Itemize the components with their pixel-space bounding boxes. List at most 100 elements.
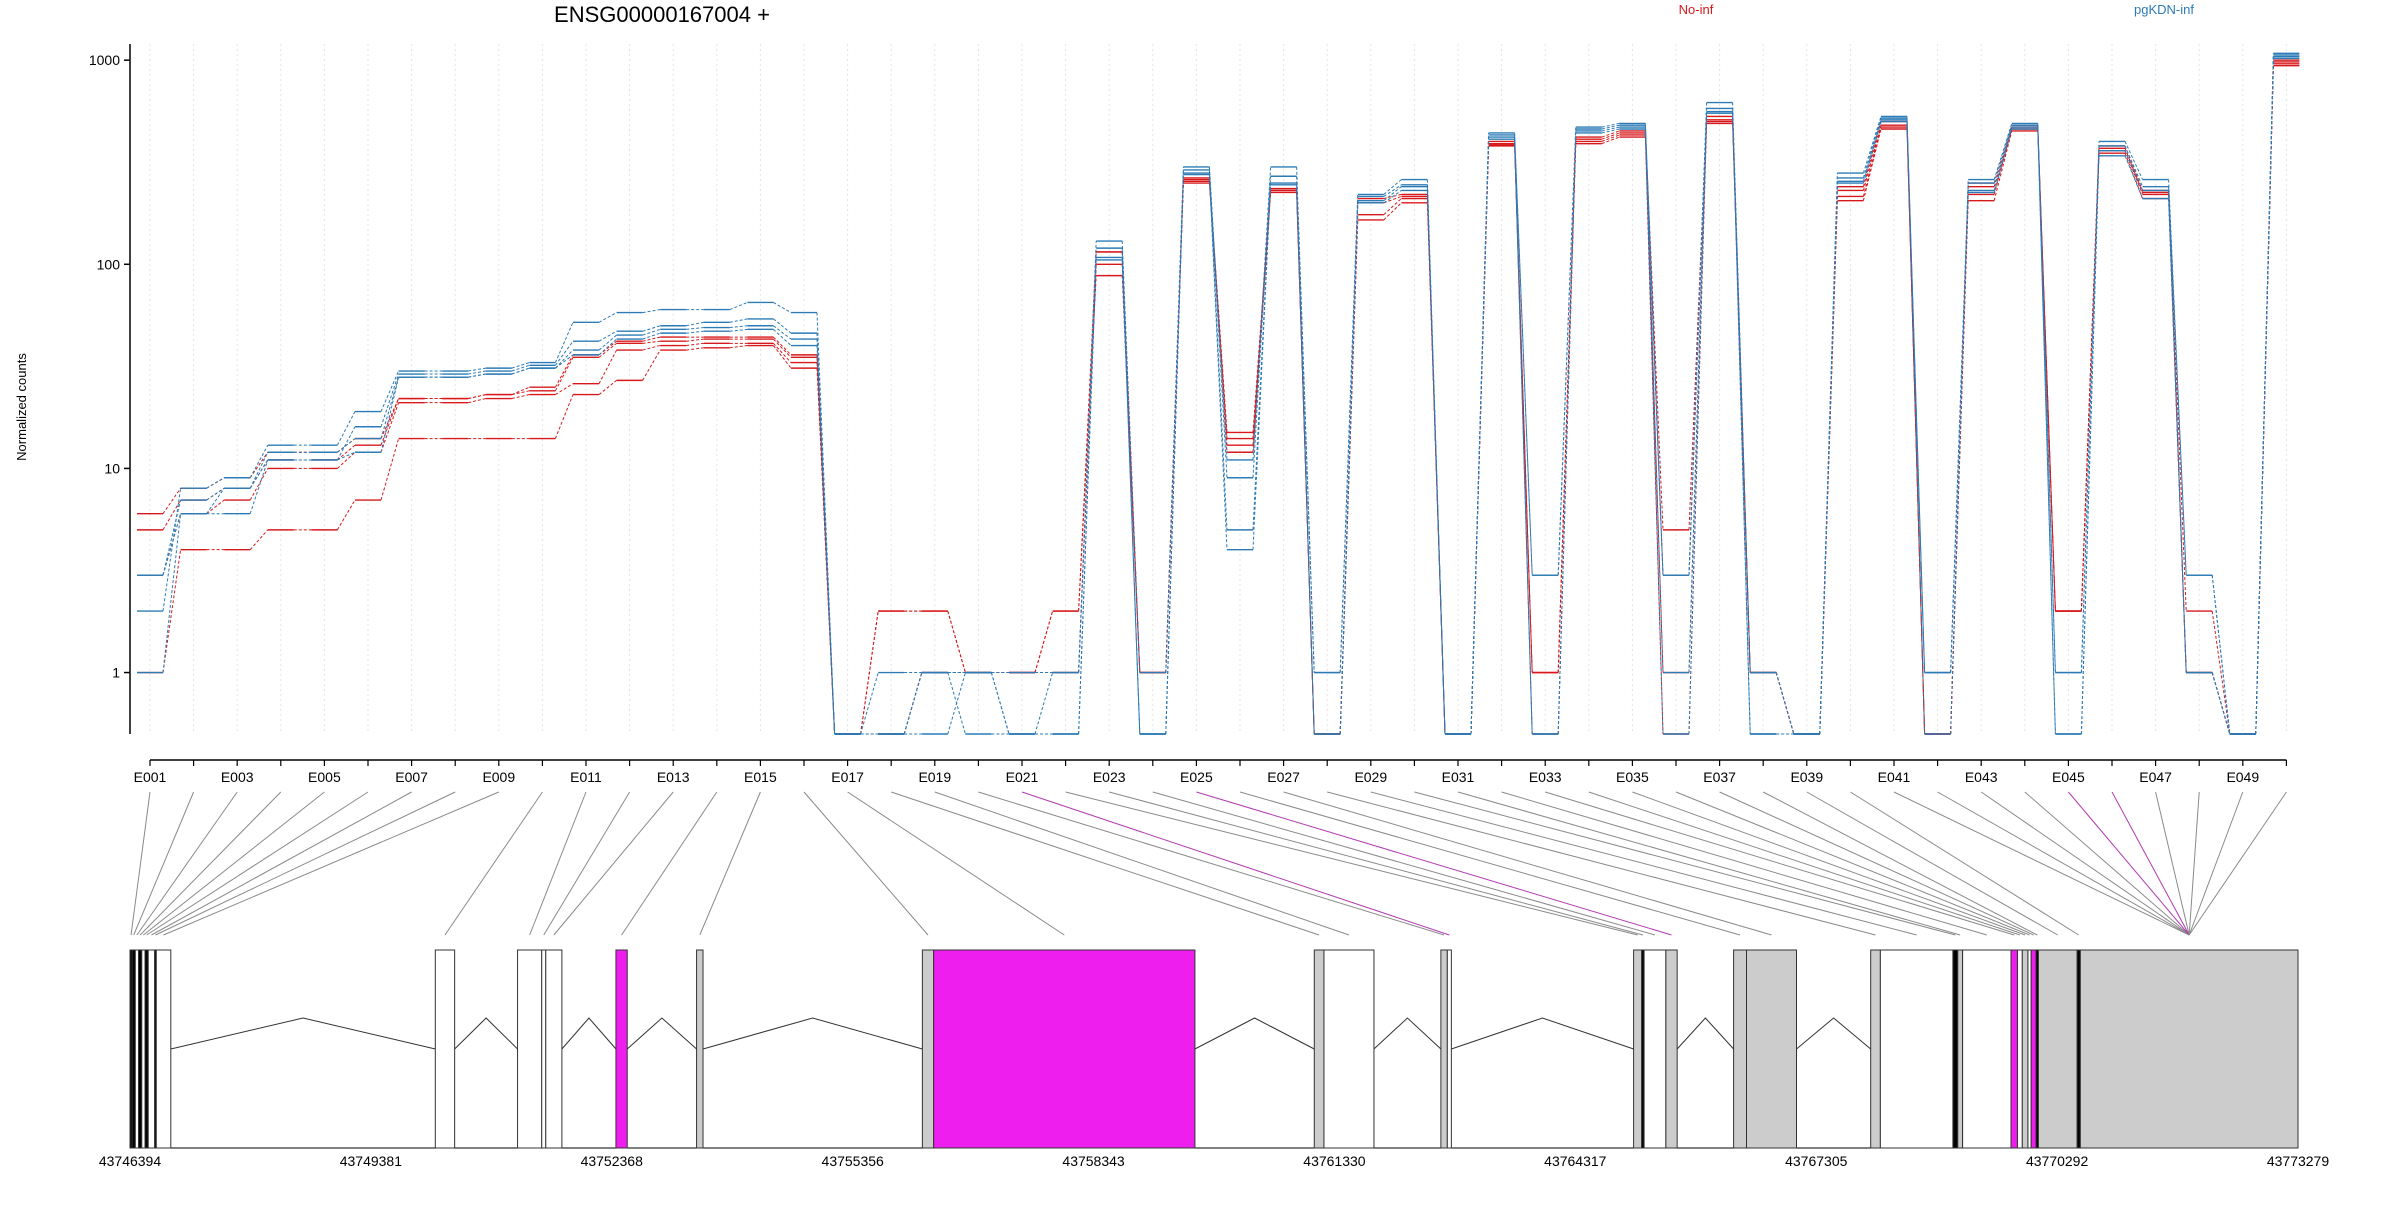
genomic-tick-label: 43770292 (2026, 1153, 2089, 1169)
x-tick-label: E017 (831, 769, 864, 785)
exon-connector (934, 791, 1350, 936)
legend-entry-no-inf: No-inf (1679, 2, 1714, 17)
exon-connector (133, 791, 195, 936)
series-0 (137, 59, 2300, 735)
exon-box-e020 (1440, 949, 1448, 1149)
exon-connector (1893, 791, 2190, 936)
exon-connector (1719, 791, 2034, 936)
genomic-tick-label: 43761330 (1303, 1153, 1366, 1169)
series-connector (162, 63, 2274, 735)
exon-connector (621, 791, 718, 936)
genomic-tick-label: 43749381 (340, 1153, 403, 1169)
series-connector (162, 53, 2274, 735)
x-tick-label: E007 (395, 769, 428, 785)
x-tick-label: E023 (1093, 769, 1126, 785)
exon-connector (1980, 791, 2190, 936)
x-tick-label: E001 (134, 769, 167, 785)
exon-connector (1065, 791, 1638, 936)
exon-connector (1632, 791, 2026, 936)
y-tick-label: 10 (104, 460, 120, 476)
y-tick-label: 1 (112, 665, 120, 681)
exon-connector (1196, 791, 1672, 936)
exon-connector (1109, 791, 1644, 936)
intron-line (1676, 1017, 1734, 1050)
exon-box-e034 (2016, 949, 2023, 1149)
genomic-tick-label: 43746394 (99, 1153, 162, 1169)
exon-box-e009 (155, 949, 172, 1149)
intron-line (1373, 1017, 1442, 1050)
genomic-tick-label: 43764317 (1544, 1153, 1607, 1169)
series-connector (162, 60, 2274, 735)
genomic-tick-label: 43758343 (1062, 1153, 1125, 1169)
exon-box-e021 (1446, 949, 1452, 1149)
exon-connector (553, 791, 674, 936)
exon-connector (1457, 791, 1961, 936)
x-tick-label: E029 (1354, 769, 1387, 785)
genomic-tick-label: 43773279 (2267, 1153, 2330, 1169)
exon-box-e041 (2079, 949, 2299, 1149)
exon-connector (1675, 791, 2030, 936)
x-tick-label: E013 (657, 769, 690, 785)
exon-connector (2188, 791, 2200, 936)
y-axis-label: Normalized counts (14, 353, 29, 461)
exon-connector (1762, 791, 2038, 936)
exon-connector (529, 791, 587, 936)
exon-box-e027 (1746, 949, 1798, 1149)
x-tick-label: E045 (2052, 769, 2085, 785)
exon-box-e033 (2010, 949, 2018, 1149)
exon-connector (2111, 791, 2190, 936)
exon-connector (1937, 791, 2190, 936)
exon-box-e026 (1733, 949, 1748, 1149)
exon-connector (136, 791, 238, 936)
x-tick-label: E003 (221, 769, 254, 785)
x-tick-label: E033 (1529, 769, 1562, 785)
exon-connector (1501, 791, 1987, 936)
series-1 (137, 61, 2300, 735)
chart-title: ENSG00000167004 + (554, 2, 770, 27)
exon-connector (139, 791, 282, 936)
exon-connector (1239, 791, 1741, 936)
exon-connector (146, 791, 369, 936)
intron-line (626, 1017, 697, 1050)
exon-box-e022 (1633, 949, 1643, 1149)
exon-box-e031 (1957, 949, 1964, 1149)
exon-box-e024 (1643, 949, 1667, 1149)
exon-connector (1021, 791, 1450, 936)
exon-box-e030 (1952, 949, 1959, 1149)
intron-line (1451, 1017, 1634, 1050)
exon-connector (151, 791, 412, 936)
series-3 (137, 64, 2300, 735)
series-connector (162, 58, 2274, 735)
exon-connector (2024, 791, 2190, 936)
exon-box-e037 (2030, 949, 2037, 1149)
series-connector (162, 61, 2274, 735)
exon-box-e015 (696, 949, 704, 1149)
exon-connector (2188, 791, 2244, 936)
series-5 (137, 54, 2300, 735)
series-4 (137, 52, 2300, 735)
exon-box-e010 (434, 949, 456, 1149)
y-tick-label: 100 (97, 256, 121, 272)
x-tick-label: E005 (308, 769, 341, 785)
exon-box-e018 (1313, 949, 1325, 1149)
exon-connector (543, 791, 631, 936)
x-tick-label: E041 (1878, 769, 1911, 785)
x-tick-label: E047 (2139, 769, 2172, 785)
exon-box-e039 (2037, 949, 2078, 1149)
exon-box-e025 (1665, 949, 1678, 1149)
y-tick-label: 1000 (89, 52, 120, 68)
exon-box-e014 (615, 949, 628, 1149)
x-tick-label: E037 (1703, 769, 1736, 785)
exon-connector (1283, 791, 1772, 936)
x-tick-label: E035 (1616, 769, 1649, 785)
exon-connector (1806, 791, 2059, 936)
x-tick-label: E031 (1442, 769, 1475, 785)
exon-box-e011 (517, 949, 543, 1149)
exon-box-e016 (921, 949, 935, 1149)
intron-line (1796, 1017, 1872, 1050)
exon-connector (143, 791, 325, 936)
exon-connector (2155, 791, 2190, 936)
series-connector (162, 56, 2274, 735)
exon-connector (1327, 791, 1876, 936)
